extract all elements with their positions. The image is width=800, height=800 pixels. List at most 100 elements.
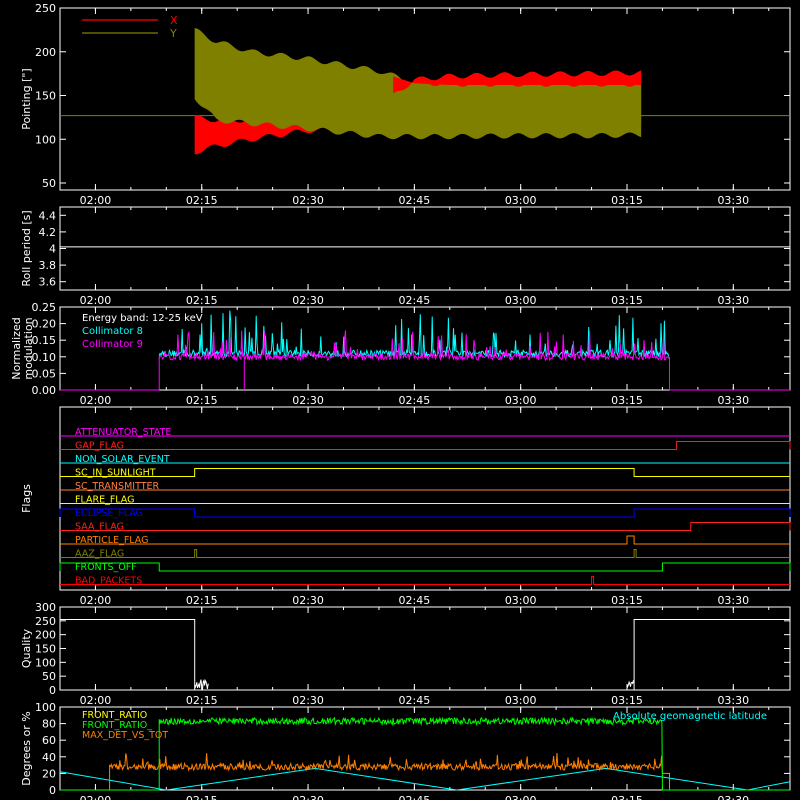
flag-label-sc-in-sunlight: SC_IN_SUNLIGHT [75,468,156,479]
panel-frame [59,306,791,391]
x-tick-label: 02:00 [80,194,112,207]
y-tick-label: 4 [49,243,56,256]
y-tick-label: 40 [42,751,56,764]
quality-line [60,619,790,691]
series-x-upper-band [393,70,642,94]
x-tick-label: 02:30 [292,794,324,800]
legend-max-det-vs-tot: MAX_DET_VS_TOT [82,730,168,741]
panel-4: 02:00 02:15 02:30 02:45 03:00 03:15 03:30 Flags… [20,406,791,607]
panel-5: 02:00 02:15 02:30 02:45 03:00 03:15 03:30 05010… [20,601,791,707]
x-tick-label: 02:30 [292,194,324,207]
x-tick-label: 02:00 [80,594,112,607]
energy-band-label: Energy band: 12-25 keV [82,313,203,324]
y-axis-label: Pointing ["] [20,68,33,129]
quality-transition-spikes [194,678,209,690]
x-tick-label: 02:30 [292,294,324,307]
flag-label-eclipse-flag: ECLIPSE_FLAG [75,508,143,519]
y-tick-label: 0 [49,784,56,797]
y-tick-label: 100 [35,656,56,669]
y-axis-label: Degrees or % [20,711,33,785]
x-tick-label: 03:30 [717,394,749,407]
y-tick-label: 300 [35,601,56,614]
panel-6: 02:00 02:15 02:30 02:45 03:00 03:15 03:30 0 20 40… [20,701,791,800]
x-tick-label: 02:15 [186,394,218,407]
x-tick-label: 03:15 [611,394,643,407]
x-tick-label: 02:30 [292,694,324,707]
y-tick-label: 0 [49,684,56,697]
x-tick-label: 03:00 [505,394,537,407]
y-tick-label: 80 [42,718,56,731]
y-tick-label: 100 [35,133,56,146]
y-tick-label: 250 [35,615,56,628]
x-tick-label: 02:00 [80,394,112,407]
flag-line-fronts-off [59,562,791,572]
flag-label-aaz-flag: AAZ_FLAG [75,549,124,560]
y-tick-label: 4.2 [39,226,57,239]
x-tick-label: 02:15 [186,794,218,800]
x-tick-label: 02:45 [399,294,431,307]
y-tick-label: 250 [35,2,56,15]
flag-label-gap-flag: GAP_FLAG [75,441,124,452]
panel-1: 02:00 02:15 02:30 02:45 03:00 03:15 03:30 50 100… [20,2,791,207]
geomagnetic-latitude-label: Absolute geomagnetic latitude [613,711,767,722]
y-tick-label: 100 [35,701,56,714]
flag-label-fronts-off: FRONTS_OFF [75,562,137,573]
flag-label-attenuator-state: ATTENUATOR_STATE [75,427,171,438]
legend-front-ratio: FRONT_RATIO [82,710,147,721]
flag-line-saa-flag [60,522,791,531]
x-tick-label: 02:15 [186,594,218,607]
flag-line-particle-flag [60,535,790,545]
x-tick-label: 03:15 [611,294,643,307]
y-tick-label: 0.05 [32,367,57,380]
x-tick-label: 02:00 [80,794,112,800]
y-tick-label: 0.10 [32,351,57,364]
x-tick-label: 03:15 [611,194,643,207]
x-tick-label: 03:15 [611,694,643,707]
y-axis-label: Flags [20,484,33,513]
x-tick-label: 02:45 [399,594,431,607]
x-tick-label: 03:30 [717,594,749,607]
flag-label-non-solar-event: NON_SOLAR_EVENT [75,454,170,465]
x-tick-label: 02:00 [80,694,112,707]
legend-label-y: Y [169,27,177,40]
panel-frame [59,7,791,191]
x-tick-label: 02:15 [186,294,218,307]
legend-collimator-8: Collimator 8 [82,326,143,337]
y-tick-label: 3.8 [39,259,57,272]
y-tick-label: 50 [42,670,56,683]
y-tick-label: 0.25 [32,301,57,314]
x-tick-label: 03:00 [505,694,537,707]
y-tick-label: 150 [35,90,56,103]
y-tick-label: 0.00 [32,384,57,397]
front-ratio-line [60,716,790,791]
x-tick-label: 03:00 [505,594,537,607]
x-tick-label: 02:30 [292,594,324,607]
legend-label-x: X [170,14,178,27]
legend-collimator-9: Collimator 9 [82,339,143,350]
flag-label-bad-packets: BAD_PACKETS [75,576,142,587]
x-tick-label: 03:30 [717,194,749,207]
x-tick-label: 03:00 [505,794,537,800]
y-tick-label: 3.6 [39,276,57,289]
x-tick-label: 02:15 [186,694,218,707]
flag-label-saa-flag: SAA_FLAG [75,522,124,533]
flag-line-gap-flag [60,441,791,450]
x-tick-label: 02:30 [292,394,324,407]
x-tick-label: 02:45 [399,194,431,207]
x-tick-label: 03:00 [505,194,537,207]
x-tick-label: 02:00 [80,294,112,307]
y-tick-label: 50 [42,177,56,190]
x-tick-label: 03:30 [717,294,749,307]
y-axis-label: modulation [22,317,35,379]
y-axis-label: Quality [20,628,33,668]
flag-line-sc-in-sunlight [60,468,790,477]
flag-label-sc-transmitter: SC_TRANSMITTER [75,481,160,492]
x-tick-label: 03:15 [611,594,643,607]
x-tick-label: 03:30 [717,694,749,707]
x-tick-label: 02:15 [186,194,218,207]
quality-transition-spikes-2 [626,680,635,689]
flag-label-particle-flag: PARTICLE_FLAG [75,535,148,546]
panel-3: 02:00 02:15 02:30 02:45 03:00 03:15 03:30 0.00 0… [10,301,791,407]
panel-frame [59,706,791,791]
